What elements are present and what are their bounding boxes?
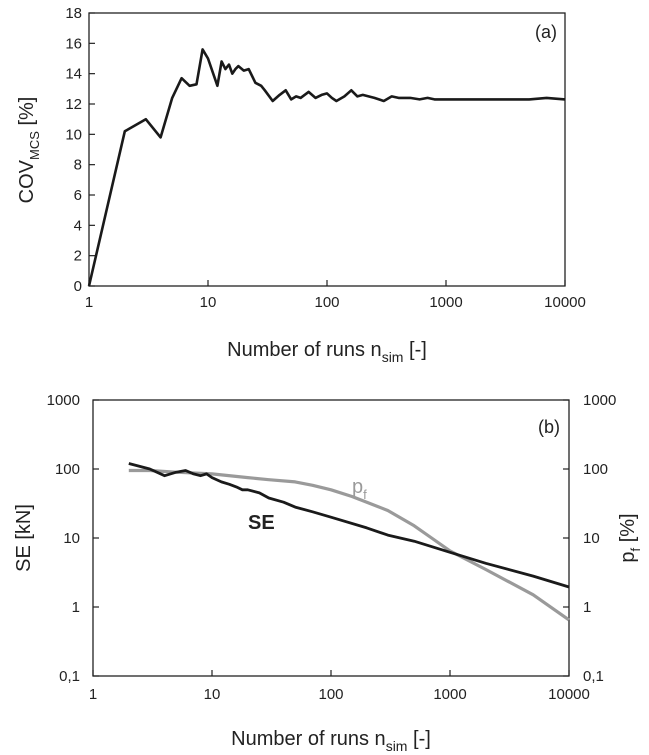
- panel-a-y-tick-label: 10: [65, 126, 82, 143]
- panel-a-x-tick-label: 10: [200, 294, 217, 311]
- panel-a-y-axis: 0 2 4 6 8 10 12 14 16 18: [65, 5, 95, 295]
- panel-b-left-y-axis-title: SE [kN]: [13, 504, 35, 572]
- panel-b-left-y-tick-label: 10: [63, 530, 80, 547]
- panel-a-cov-chart: (a) 1 10 100 1000 10000 0 2 4 6 8 10 12 14 16 18 Numb…: [16, 5, 586, 365]
- panel-a-x-tick-label: 1000: [429, 294, 462, 311]
- panel-b-x-axis: 1 10 100 1000 10000: [89, 670, 590, 703]
- panel-a-label: (a): [535, 22, 557, 42]
- panel-a-y-tick-label: 4: [74, 217, 82, 234]
- panel-b-right-y-tick-label: 1000: [583, 392, 616, 409]
- panel-b-se-pf-chart: (b) 1 10 100 1000 10000 0,1 1 10 100 1000 0,1 1 10…: [13, 392, 643, 754]
- panel-b-pf-series-label: pf: [352, 476, 367, 502]
- panel-a-y-tick-label: 0: [74, 278, 82, 295]
- panel-a-y-tick-label: 16: [65, 35, 82, 52]
- panel-a-plot-frame: [88, 12, 566, 287]
- panel-a-x-tick-label: 100: [314, 294, 339, 311]
- panel-b-x-axis-title: Number of runs nsim [-]: [231, 728, 431, 754]
- panel-a-y-tick-label: 14: [65, 66, 82, 83]
- panel-a-y-tick-label: 6: [74, 187, 82, 204]
- panel-b-left-y-tick-label: 0,1: [59, 668, 80, 685]
- panel-b-right-y-tick-label: 1: [583, 599, 591, 616]
- panel-b-x-tick-label: 10000: [548, 686, 590, 703]
- panel-a-y-tick-label: 18: [65, 5, 82, 22]
- panel-b-x-tick-label: 1000: [433, 686, 466, 703]
- panel-a-x-axis: 1 10 100 1000 10000: [85, 280, 586, 311]
- panel-a-x-tick-label: 10000: [544, 294, 586, 311]
- panel-b-left-y-tick-label: 1000: [47, 392, 80, 409]
- panel-b-left-y-axis: 0,1 1 10 100 1000: [47, 392, 99, 685]
- panel-b-left-y-tick-label: 100: [55, 461, 80, 478]
- panel-a-y-tick-label: 8: [74, 157, 82, 174]
- panel-b-right-y-axis-title: pf [%]: [617, 513, 643, 562]
- panel-b-se-series-label: SE: [248, 512, 275, 534]
- panel-a-x-axis-title: Number of runs nsim [-]: [227, 339, 427, 365]
- panel-b-label: (b): [538, 417, 560, 437]
- panel-b-plot-frame: [92, 399, 570, 677]
- panel-b-right-y-tick-label: 100: [583, 461, 608, 478]
- panel-b-right-y-axis: 0,1 1 10 100 1000: [563, 392, 616, 685]
- panel-b-pf-series-line: [128, 468, 570, 622]
- panel-b-x-tick-label: 100: [318, 686, 343, 703]
- panel-a-cov-series-line: [87, 48, 566, 287]
- panel-a-x-tick-label: 1: [85, 294, 93, 311]
- panel-b-right-y-tick-label: 0,1: [583, 668, 604, 685]
- panel-a-y-axis-title: COVMCS [%]: [16, 97, 42, 204]
- panel-b-se-series-line: [128, 462, 570, 589]
- panel-b-right-y-tick-label: 10: [583, 530, 600, 547]
- panel-b-x-tick-label: 1: [89, 686, 97, 703]
- panel-b-x-tick-label: 10: [204, 686, 221, 703]
- panel-a-y-tick-label: 2: [74, 248, 82, 265]
- panel-a-y-tick-label: 12: [65, 96, 82, 113]
- panel-b-left-y-tick-label: 1: [72, 599, 80, 616]
